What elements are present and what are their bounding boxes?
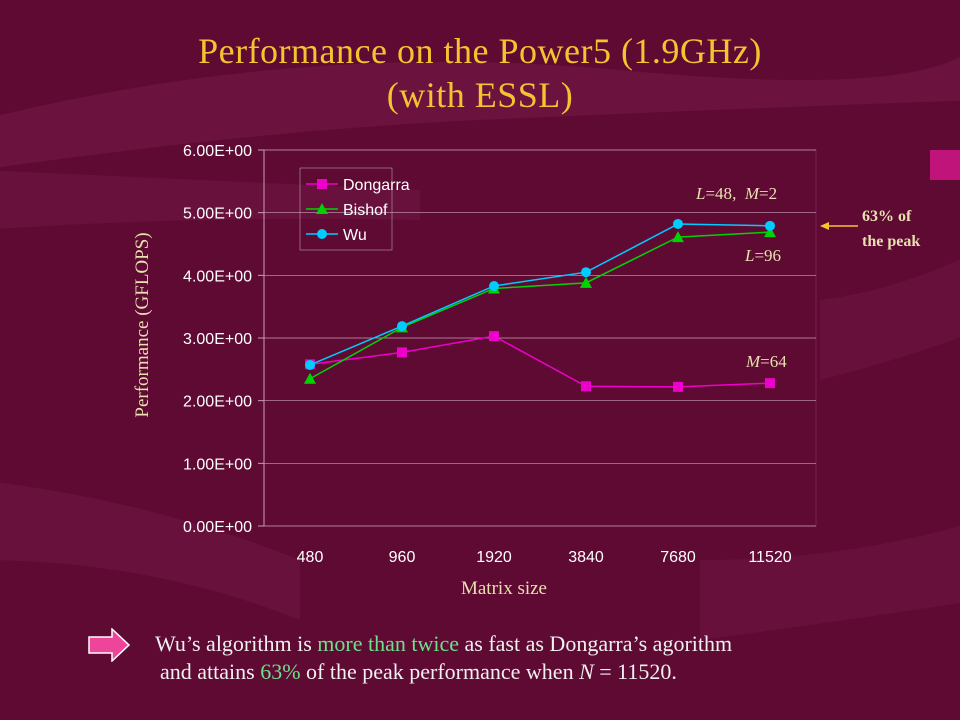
highlight-63: 63% [260,659,301,684]
slide-title-line1: Performance on the Power5 (1.9GHz) [198,31,762,71]
wu-point [673,218,683,229]
y-tick-label: 4.00E+00 [183,268,252,285]
var-l: L [696,184,706,203]
x-tick-label: 3840 [568,549,604,566]
dongarra-legend-marker [317,179,327,189]
peak-annotation: 63% of the peak [862,204,952,254]
var-n: N [579,659,594,684]
x-axis-label: Matrix size [460,578,547,599]
var-m: M [744,184,759,203]
text-part: Wu’s algorithm is [155,631,318,656]
wu-series-line [309,223,771,366]
highlight-twice: more than twice [317,631,460,656]
y-tick-label: 6.00E+00 [183,143,252,160]
bishof-params-annotation: L=96 [745,246,781,266]
conclusion-line2: and attains 63% of the peak performance … [155,658,732,686]
bishof-series-line [309,231,771,380]
slide-title-line2: (with ESSL) [386,75,574,115]
peak-line2: the peak [862,233,921,250]
y-tick-label: 0.00E+00 [183,519,252,536]
wu-legend-marker [317,229,327,239]
text-part: as fast as Dongarra’s agorithm [459,631,733,656]
peak-arrow [820,222,858,230]
peak-line1: 63% of [862,208,912,225]
eq-64: =64 [760,352,787,371]
wu-point [489,280,499,291]
conclusion-line1: Wu’s algorithm is more than twice as fas… [155,630,732,658]
bishof-point [764,226,776,238]
text-part: and attains [160,659,261,684]
wu-point [305,359,315,370]
bishof-legend-label: Bishof [343,202,388,219]
dongarra-point [397,347,407,358]
y-tick-label: 2.00E+00 [183,394,252,411]
x-tick-label: 960 [389,549,416,566]
y-tick-label: 1.00E+00 [183,456,252,473]
bishof-point [304,372,316,384]
dongarra-params-annotation: M=64 [746,352,787,372]
wu-params-annotation: L=48, M=2 [696,184,777,204]
conclusion-text: Wu’s algorithm is more than twice as fas… [155,630,732,686]
dongarra-legend-label: Dongarra [343,177,410,194]
dongarra-point [673,381,683,392]
bishof-point [672,231,684,243]
wu-point [581,267,591,278]
eq-96: =96 [754,246,782,265]
var-m: M [746,352,761,371]
bishof-point [580,276,592,288]
y-tick-label: 5.00E+00 [183,206,252,223]
x-tick-label: 7680 [660,549,696,566]
wu-legend-label: Wu [343,227,367,244]
dongarra-point [581,381,591,392]
wu-point [397,321,407,332]
dongarra-point [489,331,499,342]
wu-point [765,220,775,231]
var-l: L [745,246,755,265]
text-part: = 11520. [593,659,677,684]
arrow-right-icon [88,628,130,662]
text-part: of the peak performance when [300,659,580,684]
y-axis-label: Performance (GFLOPS) [132,232,153,418]
y-tick-label: 3.00E+00 [183,331,252,348]
bishof-legend-marker [316,203,328,214]
dongarra-point [765,378,775,389]
x-tick-label: 480 [297,549,324,566]
dongarra-series-line [309,335,771,388]
separator: , [732,184,745,203]
legend-box [299,167,393,251]
x-tick-label: 1920 [476,549,512,566]
x-tick-label: 11520 [748,549,791,566]
eq-48: =48 [705,184,733,203]
eq-2: =2 [758,184,778,203]
